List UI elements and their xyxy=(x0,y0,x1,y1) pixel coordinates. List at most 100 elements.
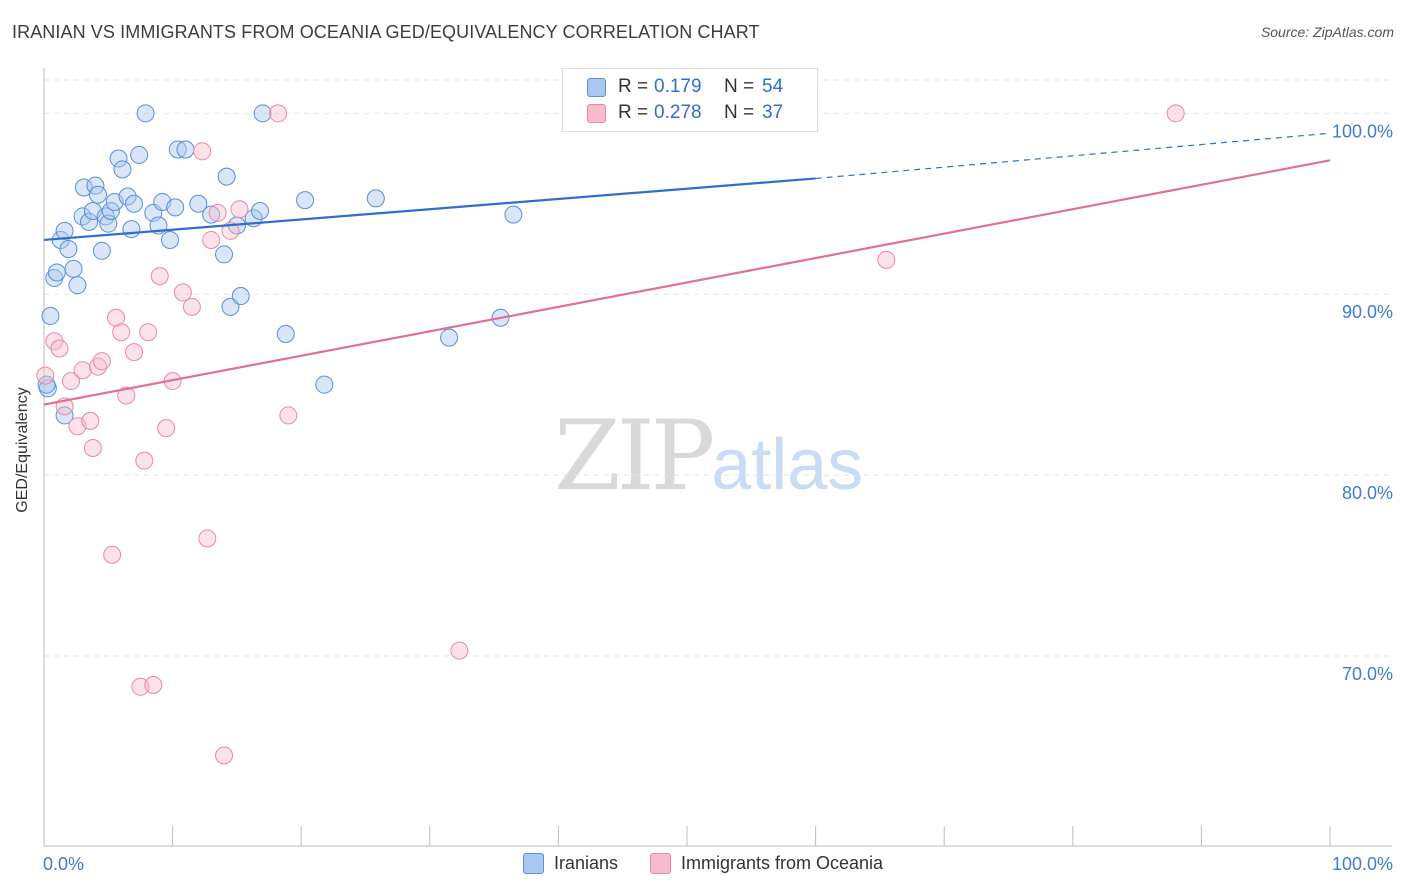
legend-row-iranians: R = 0.179 N = 54 xyxy=(587,74,783,100)
trend-line-oceania xyxy=(43,159,1331,406)
data-point-oceania xyxy=(877,250,896,269)
trend-line-iranians xyxy=(43,177,816,242)
y-tick-label: 100.0% xyxy=(1332,121,1393,141)
data-point-iranians xyxy=(92,241,111,260)
data-point-iranians xyxy=(41,306,60,325)
stats-legend: R = 0.179 N = 54 R = 0.278 N = 37 xyxy=(562,68,818,132)
data-point-oceania xyxy=(139,323,158,342)
data-point-oceania xyxy=(198,529,217,548)
legend-row-oceania: R = 0.278 N = 37 xyxy=(587,100,783,126)
x-tick-label: 0.0% xyxy=(43,854,84,874)
legend-n-label: N = xyxy=(724,102,755,123)
y-tick-label: 90.0% xyxy=(1342,302,1393,322)
legend-swatch-iranians xyxy=(522,853,544,874)
data-point-iranians xyxy=(118,187,137,206)
data-point-oceania xyxy=(182,297,201,316)
source-label: Source: ZipAtlas.com xyxy=(1260,24,1394,40)
y-tick-label: 70.0% xyxy=(1342,664,1393,684)
trend-line-extension xyxy=(815,132,1331,180)
data-point-oceania xyxy=(221,221,240,240)
data-point-oceania xyxy=(83,439,102,457)
data-point-oceania xyxy=(50,339,69,358)
data-point-iranians xyxy=(125,194,144,213)
data-point-iranians xyxy=(296,191,315,210)
data-point-oceania xyxy=(157,419,176,438)
data-point-iranians xyxy=(504,205,523,224)
data-point-iranians xyxy=(130,145,149,164)
legend-r-label: R = xyxy=(618,76,649,97)
data-point-oceania xyxy=(202,230,221,249)
data-point-oceania xyxy=(112,323,131,342)
data-point-oceania xyxy=(62,372,81,391)
legend-n-label: N = xyxy=(724,76,755,97)
y-tick-label: 80.0% xyxy=(1342,483,1393,503)
data-point-iranians xyxy=(166,198,185,217)
data-point-oceania xyxy=(269,104,288,123)
data-point-oceania xyxy=(1166,104,1185,123)
data-point-iranians xyxy=(440,328,459,347)
data-point-iranians xyxy=(89,185,108,204)
data-point-oceania xyxy=(107,308,126,327)
data-point-iranians xyxy=(136,104,155,123)
legend-swatch-blue xyxy=(587,77,606,97)
legend-label-oceania: Immigrants from Oceania xyxy=(680,853,884,873)
legend-r-value: 0.278 xyxy=(654,102,702,123)
data-point-oceania xyxy=(81,411,100,430)
data-point-iranians xyxy=(253,104,272,123)
data-point-iranians xyxy=(315,375,334,394)
data-point-oceania xyxy=(135,451,154,470)
data-point-iranians xyxy=(231,287,250,306)
data-point-iranians xyxy=(64,259,83,278)
data-point-oceania xyxy=(73,361,92,380)
data-point-iranians xyxy=(276,325,295,344)
data-point-iranians xyxy=(113,160,132,179)
chart-title: IRANIAN VS IMMIGRANTS FROM OCEANIA GED/E… xyxy=(12,22,760,42)
data-point-oceania xyxy=(450,641,469,660)
data-point-iranians xyxy=(55,406,74,425)
legend-n-value: 54 xyxy=(762,76,784,97)
data-point-oceania xyxy=(125,343,144,362)
data-point-iranians xyxy=(366,189,385,208)
data-point-iranians xyxy=(109,149,128,168)
data-point-oceania xyxy=(173,283,192,302)
legend-swatch-oceania xyxy=(649,853,671,874)
data-point-oceania xyxy=(144,675,163,694)
data-point-iranians xyxy=(59,240,78,258)
data-point-oceania xyxy=(103,545,122,564)
data-point-iranians xyxy=(176,140,195,159)
data-point-iranians xyxy=(251,202,270,221)
data-point-iranians xyxy=(189,194,208,213)
data-point-iranians xyxy=(74,178,93,197)
legend-item-iranians[interactable]: Iranians xyxy=(522,853,618,874)
legend-r-value: 0.179 xyxy=(654,76,702,97)
data-point-iranians xyxy=(168,140,187,159)
data-point-oceania xyxy=(193,142,212,161)
data-point-oceania xyxy=(208,203,227,222)
legend-swatch-pink xyxy=(587,103,606,123)
data-point-oceania xyxy=(117,386,136,405)
data-point-iranians xyxy=(37,375,56,394)
legend-label-iranians: Iranians xyxy=(553,853,618,873)
data-point-oceania xyxy=(279,406,298,425)
x-tick-label: 100.0% xyxy=(1332,854,1393,874)
data-point-oceania xyxy=(230,200,249,219)
series-legend: Iranians Immigrants from Oceania xyxy=(0,853,1406,874)
legend-r-label: R = xyxy=(618,102,649,123)
data-point-iranians xyxy=(47,263,66,282)
data-point-oceania xyxy=(215,746,234,765)
data-point-iranians xyxy=(101,202,120,221)
legend-item-oceania[interactable]: Immigrants from Oceania xyxy=(649,853,884,874)
data-point-iranians xyxy=(80,212,99,231)
data-point-iranians xyxy=(122,220,141,239)
data-point-oceania xyxy=(92,352,111,371)
data-point-oceania xyxy=(150,267,169,286)
data-point-iranians xyxy=(215,245,234,264)
data-point-iranians xyxy=(217,167,236,186)
legend-n-value: 37 xyxy=(762,102,784,123)
data-point-iranians xyxy=(96,207,115,226)
data-point-iranians xyxy=(161,230,180,249)
data-point-iranians xyxy=(202,205,221,224)
data-point-oceania xyxy=(36,366,55,385)
data-point-iranians xyxy=(68,276,87,295)
